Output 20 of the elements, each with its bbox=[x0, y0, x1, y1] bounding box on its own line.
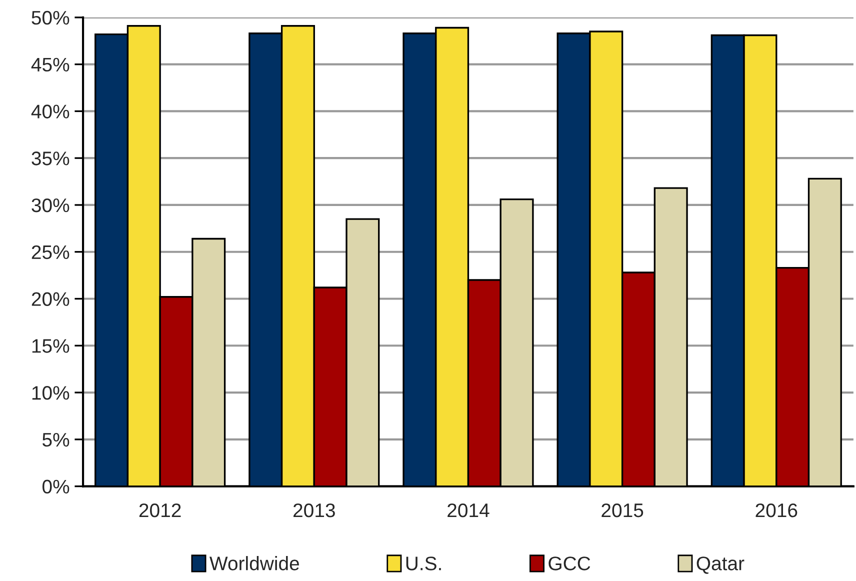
x-tick-label: 2014 bbox=[448, 503, 490, 518]
x-tick-label: 2013 bbox=[294, 503, 335, 518]
y-tick-label: 0% bbox=[42, 480, 70, 494]
legend-label: Worldwide bbox=[210, 556, 300, 570]
y-tick-label: 35% bbox=[32, 152, 70, 166]
y-tick-label: 30% bbox=[32, 198, 70, 212]
y-tick-label: 15% bbox=[32, 339, 70, 353]
legend-label: GCC bbox=[548, 556, 590, 570]
y-tick-label: 5% bbox=[42, 432, 70, 447]
x-tick-label: 2012 bbox=[139, 503, 181, 518]
x-tick-label: 2016 bbox=[756, 503, 798, 518]
y-tick-label: 40% bbox=[31, 104, 70, 118]
x-tick-label: 2015 bbox=[602, 503, 644, 518]
y-tick-label: 10% bbox=[32, 386, 70, 400]
y-tick-label: 50% bbox=[32, 10, 70, 25]
y-tick-label: 45% bbox=[31, 58, 70, 72]
y-tick-label: 25% bbox=[32, 245, 70, 260]
legend-label: U.S. bbox=[406, 556, 441, 570]
y-tick-label: 20% bbox=[32, 292, 70, 306]
legend-label: Qatar bbox=[696, 556, 744, 574]
